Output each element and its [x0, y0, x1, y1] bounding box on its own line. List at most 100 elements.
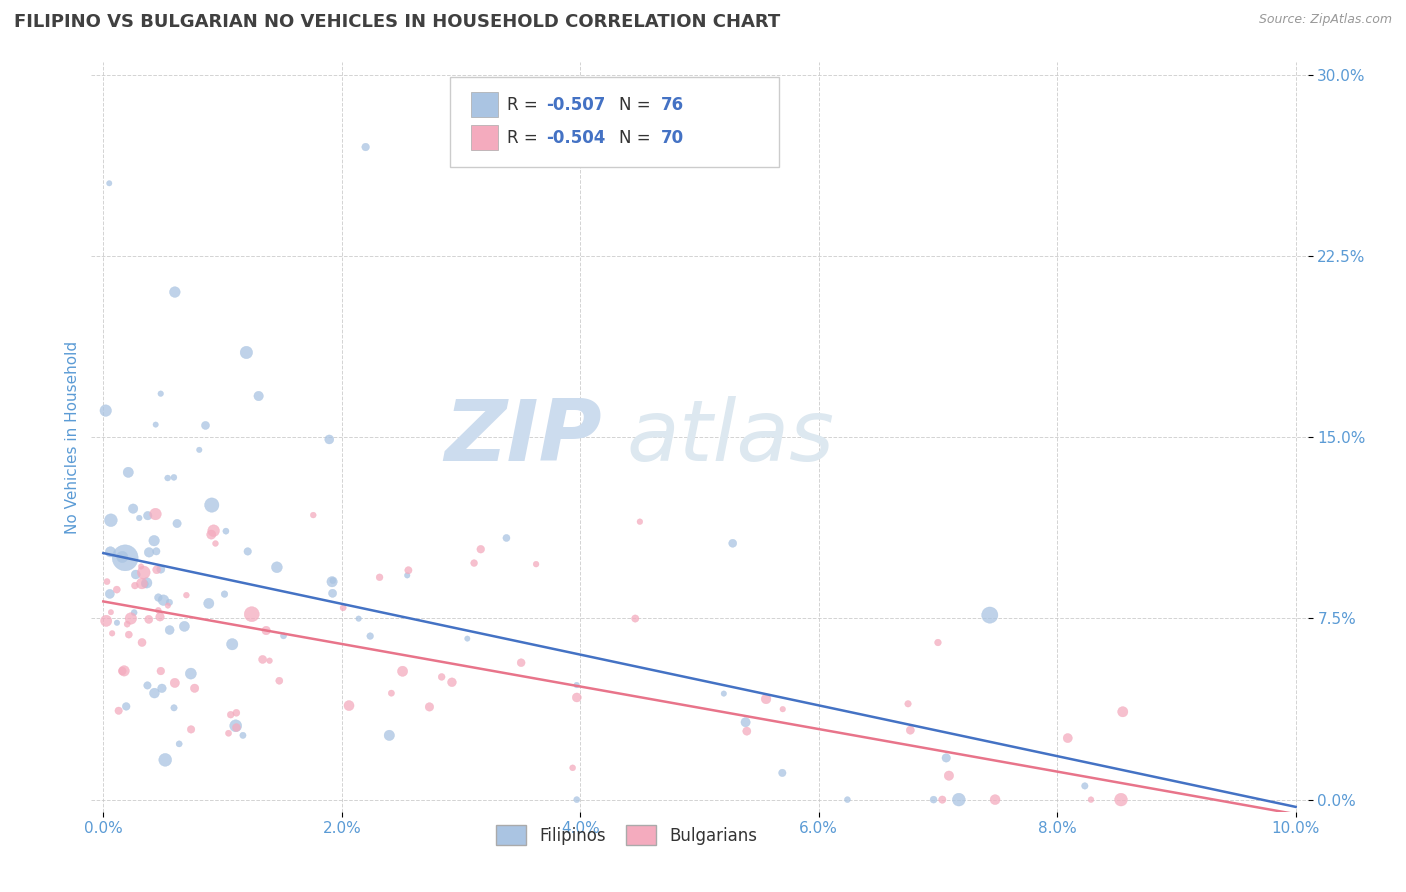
Point: [163, 676, 186, 690]
Point: [105, 615, 128, 630]
Point: [396, 563, 419, 577]
Point: [266, 560, 288, 574]
Point: [368, 570, 391, 584]
Legend: Filipinos, Bulgarians: Filipinos, Bulgarians: [489, 819, 763, 852]
Point: [122, 606, 145, 620]
Point: [628, 515, 651, 529]
Point: [194, 418, 217, 433]
Point: [772, 702, 794, 716]
Text: atlas: atlas: [627, 395, 835, 479]
Text: N =: N =: [619, 129, 657, 147]
Point: [163, 701, 186, 715]
Point: [418, 699, 440, 714]
Text: FILIPINO VS BULGARIAN NO VEHICLES IN HOUSEHOLD CORRELATION CHART: FILIPINO VS BULGARIAN NO VEHICLES IN HOU…: [14, 13, 780, 31]
Point: [129, 559, 152, 574]
Point: [149, 664, 172, 678]
Point: [259, 654, 281, 668]
Point: [111, 664, 134, 678]
Point: [138, 612, 160, 626]
Point: [269, 673, 291, 688]
Point: [948, 792, 970, 806]
Point: [922, 792, 945, 806]
Point: [201, 498, 224, 512]
Point: [145, 507, 167, 521]
Text: -0.507: -0.507: [547, 96, 606, 114]
Point: [430, 670, 453, 684]
Point: [100, 513, 122, 527]
Point: [735, 724, 758, 739]
Point: [1109, 792, 1132, 806]
Point: [321, 574, 343, 589]
Point: [225, 719, 247, 733]
Point: [931, 792, 953, 806]
Point: [219, 707, 242, 722]
Point: [214, 587, 236, 601]
Point: [125, 567, 148, 582]
Point: [456, 632, 478, 646]
Point: [927, 635, 949, 649]
Text: 70: 70: [661, 129, 683, 147]
Point: [145, 417, 167, 432]
Point: [524, 557, 547, 571]
Text: N =: N =: [619, 96, 657, 114]
Point: [124, 579, 146, 593]
Point: [166, 516, 188, 531]
Point: [770, 765, 793, 780]
Point: [101, 626, 124, 640]
Point: [135, 575, 157, 590]
Point: [252, 652, 274, 666]
Point: [938, 769, 960, 783]
Point: [117, 466, 139, 480]
Point: [721, 536, 744, 550]
Text: Source: ZipAtlas.com: Source: ZipAtlas.com: [1258, 13, 1392, 27]
Y-axis label: No Vehicles in Household: No Vehicles in Household: [65, 341, 80, 533]
Point: [322, 586, 344, 600]
Point: [221, 637, 243, 651]
Point: [380, 686, 402, 700]
Point: [232, 728, 254, 742]
Point: [354, 140, 377, 154]
Point: [236, 544, 259, 558]
Point: [152, 593, 174, 607]
Point: [332, 600, 354, 615]
Point: [565, 792, 588, 806]
Point: [149, 562, 172, 576]
Point: [183, 681, 205, 696]
Point: [155, 753, 177, 767]
Text: 76: 76: [661, 96, 683, 114]
Point: [167, 737, 190, 751]
Point: [218, 726, 240, 740]
Point: [131, 576, 153, 591]
Point: [322, 574, 344, 588]
Point: [134, 577, 156, 591]
Point: [495, 531, 517, 545]
Point: [96, 574, 118, 589]
Point: [1112, 705, 1135, 719]
Point: [359, 629, 381, 643]
Point: [145, 563, 167, 577]
Point: [120, 611, 142, 625]
Point: [984, 792, 1007, 806]
Point: [1074, 779, 1097, 793]
Point: [112, 664, 135, 678]
Point: [713, 687, 735, 701]
Point: [94, 403, 117, 417]
Point: [128, 511, 150, 525]
Point: [979, 608, 1001, 623]
Point: [159, 623, 181, 637]
Point: [235, 345, 257, 359]
Point: [837, 792, 859, 806]
Point: [1056, 731, 1078, 745]
Text: -0.504: -0.504: [547, 129, 606, 147]
Text: R =: R =: [508, 96, 543, 114]
Point: [107, 704, 129, 718]
Text: ZIP: ZIP: [444, 395, 602, 479]
Point: [156, 599, 179, 613]
Point: [240, 607, 263, 622]
Text: R =: R =: [508, 129, 543, 147]
Point: [347, 612, 370, 626]
Point: [396, 568, 419, 582]
Point: [96, 614, 118, 628]
Point: [200, 527, 222, 541]
Point: [188, 442, 211, 457]
